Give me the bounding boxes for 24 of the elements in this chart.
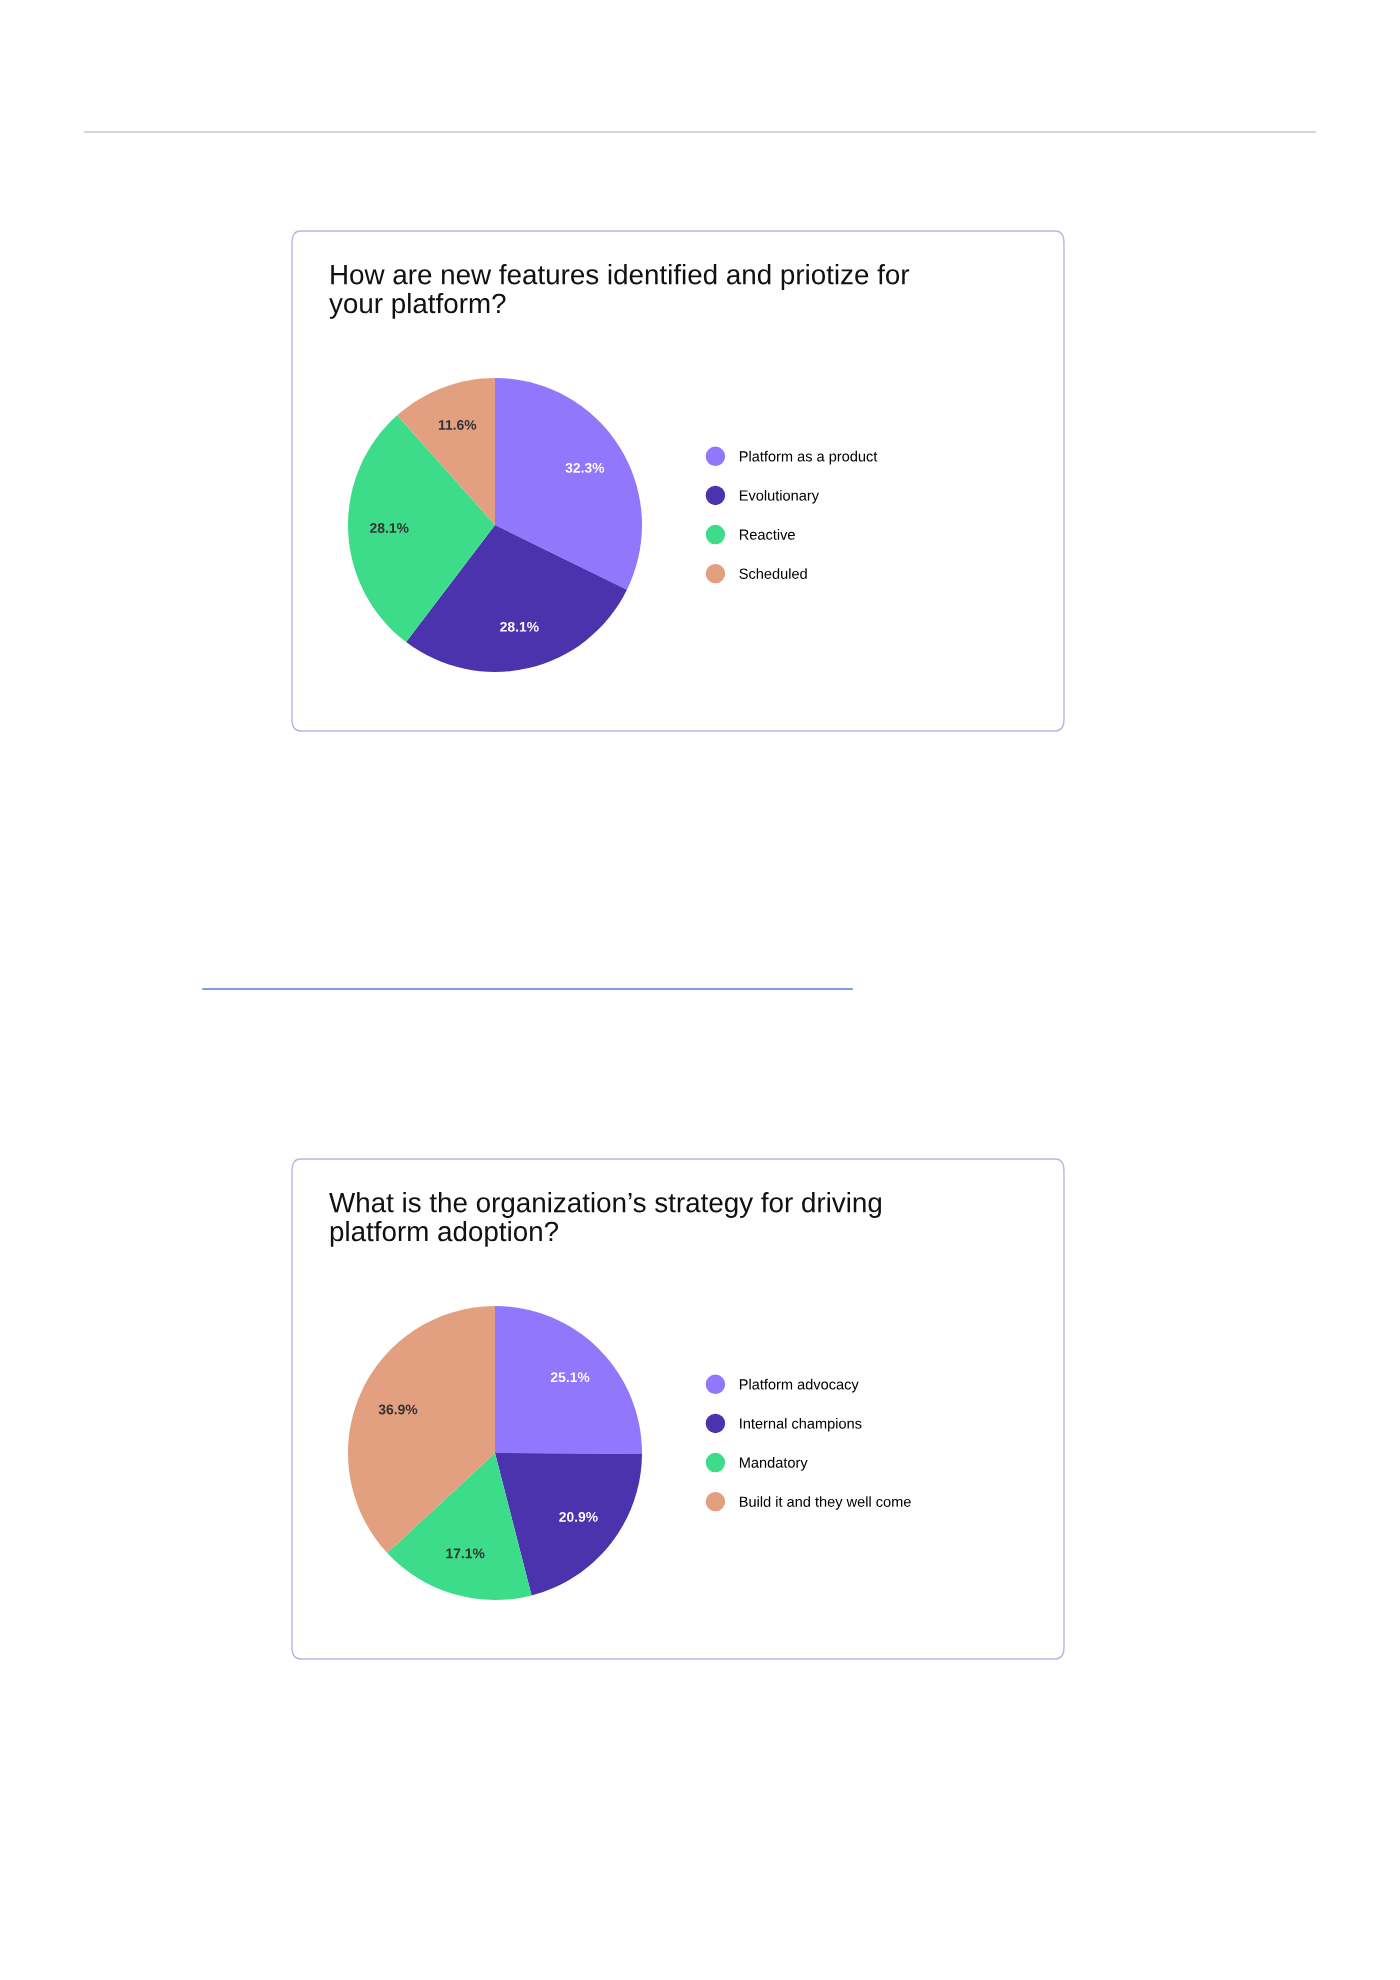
data-label: 36.9% [378, 1404, 418, 1415]
legend-label: Mandatory [739, 1457, 808, 1471]
legend-label: Reactive [739, 529, 795, 540]
pie-slice [348, 415, 495, 643]
pie-slice [495, 378, 642, 590]
chart-title: What is the organization’s strategy for driving platform adoption? [329, 1192, 881, 1247]
data-label: 28.1% [370, 523, 409, 533]
data-label: 32.3% [565, 462, 605, 473]
legend-label: Build it and they well come [739, 1496, 911, 1510]
data-label: 20.9% [559, 1512, 598, 1522]
legend-label: Scheduled [739, 568, 807, 579]
legend-label: Internal champions [740, 1417, 862, 1432]
pie-slice [387, 1453, 532, 1600]
chart-title: How are new features identified and priotize for your platform? [329, 264, 910, 319]
data-label: 17.1% [446, 1548, 485, 1559]
legend-label: Platform as a product [739, 450, 878, 465]
legend-label: Evolutionary [739, 489, 819, 504]
legend-label: Platform advocacy [739, 1378, 859, 1393]
pie-slice [397, 378, 495, 525]
data-label: 28.1% [500, 621, 539, 632]
pie-slice [495, 1453, 642, 1596]
data-label: 11.6% [438, 419, 477, 430]
pie-slice [495, 1306, 642, 1454]
data-label: 25.1% [550, 1372, 590, 1383]
